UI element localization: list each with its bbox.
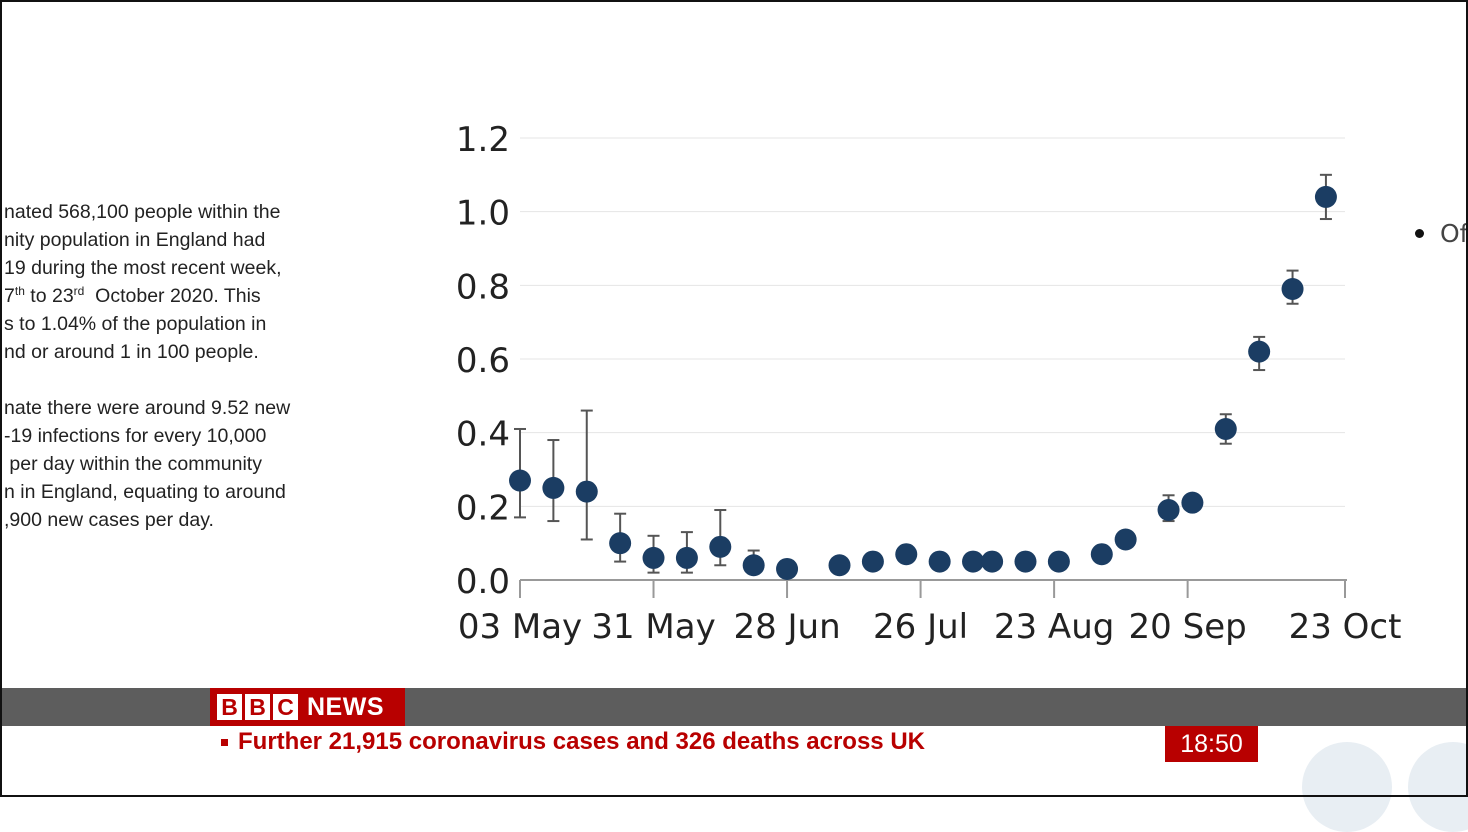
data-point [1090,543,1113,566]
y-tick-label: 0.4 [456,415,510,455]
logo-word: NEWS [307,692,384,721]
infection-rate-chart: 0.0 0.2 0.4 0.6 0.8 1.0 1.2 03 May 31 May 28 Jun 2… [456,120,1402,647]
text-line-date-range: 7th to 23rd October 2020. This [4,282,364,310]
y-tick-label: 0.2 [456,488,510,528]
text-fragment: 7 [4,285,15,307]
data-point [1248,340,1271,363]
data-point [1157,499,1180,522]
y-tick-label: 0.6 [456,341,510,381]
x-tick-label: 23 Oct [1289,607,1402,647]
x-tick-label: 31 May [591,607,715,647]
y-tick-label: 0.8 [456,267,510,307]
x-tick-label: 23 Aug [994,607,1114,647]
text-line: n in England, equating to around [4,481,286,503]
logo-block: B [245,694,270,720]
broadcast-clock: 18:50 [1165,726,1258,762]
data-point [675,546,698,569]
text-line: ,900 new cases per day. [4,509,214,531]
data-point [1281,278,1304,301]
y-tick-label: 1.0 [456,194,510,234]
data-point [776,557,799,580]
data-point [1114,528,1137,551]
data-point [575,480,598,503]
data-point [542,476,565,499]
legend-marker [1415,229,1424,238]
y-tick-label: 1.2 [456,120,510,160]
text-line: -19 infections for every 10,000 [4,425,267,447]
data-point [1214,417,1237,440]
text-line: s to 1.04% of the population in [4,313,267,335]
headline-bullet-icon [221,739,228,746]
superscript-th: th [14,284,25,298]
data-point [1014,550,1037,573]
data-point [895,543,918,566]
data-point [509,469,531,492]
x-tick-label: 20 Sep [1129,607,1247,647]
data-point [609,532,632,555]
data-point [981,550,1004,573]
data-point [861,550,884,573]
text-line: nate there were around 9.52 new [4,397,291,419]
y-tick-label: 0.0 [456,562,510,602]
logo-block: C [273,694,298,720]
logo-block: B [217,694,242,720]
data-point [962,550,985,573]
data-point [828,554,851,577]
summary-paragraph-1: nated 568,100 people within the nity pop… [4,198,364,366]
summary-paragraph-2: nate there were around 9.52 new -19 infe… [4,394,364,534]
text-line: per day within the community [4,453,262,475]
virus-graphic-icon [1302,742,1392,832]
x-tick-label: 28 Jun [733,607,840,647]
data-point [1047,550,1070,573]
legend-label: Of [1440,219,1466,248]
data-point [928,550,951,573]
bbc-news-logo: B B C NEWS [210,688,405,726]
data-point [709,535,732,558]
text-line: nity population in England had [4,229,266,251]
text-fragment: to 23 [24,285,74,307]
text-fragment: October 2020. This [84,285,261,307]
x-tick-label: 26 Jul [873,607,968,647]
text-line: nd or around 1 in 100 people. [4,341,259,363]
text-line: 19 during the most recent week, [4,257,282,279]
data-point [742,554,765,577]
data-point [1181,491,1204,514]
text-line: nated 568,100 people within the [4,201,281,223]
data-point [1314,185,1337,208]
x-tick-label: 03 May [458,607,582,647]
ticker-headline: Further 21,915 coronavirus cases and 326… [238,728,925,755]
superscript-rd: rd [73,284,85,298]
summary-text-panel: nated 568,100 people within the nity pop… [4,198,364,562]
data-point [642,546,665,569]
